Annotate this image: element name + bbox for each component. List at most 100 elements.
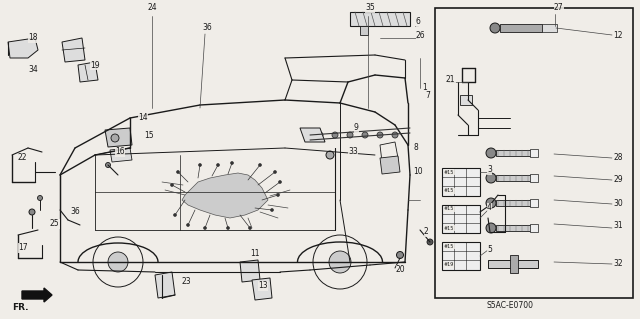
Text: 12: 12 [613,32,623,41]
Circle shape [177,170,179,174]
Bar [435,8,633,298]
Circle shape [216,164,220,167]
Text: 22: 22 [18,153,28,162]
Text: 6: 6 [416,18,421,26]
Text: 14: 14 [138,114,148,122]
Polygon shape [78,62,98,82]
Bar [500,24,542,32]
Circle shape [273,170,276,174]
Text: 31: 31 [613,221,623,231]
Circle shape [227,226,230,229]
Circle shape [111,134,119,142]
Text: 36: 36 [70,207,80,217]
Text: 23: 23 [182,278,191,286]
Polygon shape [252,278,272,300]
Text: 26: 26 [416,32,426,41]
Text: 25: 25 [50,219,60,228]
FancyArrow shape [22,288,52,302]
Circle shape [427,239,433,245]
Text: #15: #15 [444,189,454,194]
Circle shape [230,161,234,165]
Circle shape [38,196,42,201]
Bar [496,225,531,231]
Circle shape [486,173,496,183]
Polygon shape [240,260,260,282]
Polygon shape [155,272,175,298]
Text: FR.: FR. [12,303,28,313]
Circle shape [204,226,207,229]
Text: 7: 7 [425,91,430,100]
Bar [530,199,538,207]
Text: 15: 15 [144,130,154,139]
Bar [496,150,531,156]
Circle shape [486,198,496,208]
Text: 29: 29 [613,175,623,184]
Polygon shape [62,38,85,62]
Text: 30: 30 [613,198,623,207]
Text: 34: 34 [28,65,38,75]
Bar [460,95,472,105]
Bar [350,12,410,26]
Circle shape [259,164,262,167]
Text: 35: 35 [365,4,375,12]
Text: 20: 20 [396,265,406,275]
Circle shape [347,132,353,138]
Text: 19: 19 [90,61,100,70]
Bar [530,224,538,232]
Circle shape [377,132,383,138]
Text: 18: 18 [28,33,38,42]
Text: 8: 8 [413,144,418,152]
Polygon shape [110,148,132,162]
Text: 24: 24 [148,4,157,12]
Circle shape [326,151,334,159]
Polygon shape [8,38,38,58]
Text: 2: 2 [424,227,429,236]
Polygon shape [300,128,325,142]
Text: 13: 13 [258,281,268,291]
Text: 9: 9 [354,123,359,132]
Circle shape [392,132,398,138]
Circle shape [248,226,252,229]
Circle shape [329,251,351,273]
Circle shape [397,251,403,258]
Circle shape [186,224,189,226]
Circle shape [271,209,273,211]
Circle shape [29,209,35,215]
Bar [442,242,480,270]
Text: #15: #15 [444,206,454,211]
Circle shape [106,162,111,167]
Bar [442,205,480,233]
Bar [496,200,531,206]
Bar [510,255,518,273]
Bar [488,260,538,268]
Circle shape [198,164,202,167]
Bar [542,24,557,32]
Text: 16: 16 [115,147,125,157]
Text: #15: #15 [444,169,454,174]
Bar [496,175,531,181]
Circle shape [332,132,338,138]
Text: 21: 21 [446,76,456,85]
Text: 28: 28 [613,153,623,162]
Circle shape [108,252,128,272]
Text: 17: 17 [18,243,28,253]
Text: 1: 1 [422,84,427,93]
Text: 36: 36 [202,24,212,33]
Circle shape [486,223,496,233]
Text: 32: 32 [613,259,623,269]
Circle shape [317,132,323,138]
Polygon shape [182,173,268,218]
Text: 33: 33 [348,147,358,157]
Circle shape [278,181,282,183]
Polygon shape [380,156,400,174]
Text: 4: 4 [487,204,492,212]
Circle shape [490,23,500,33]
Text: 10: 10 [413,167,422,176]
Circle shape [486,148,496,158]
Polygon shape [360,26,368,35]
Text: S5AC-E0700: S5AC-E0700 [486,301,534,310]
Text: 3: 3 [487,166,492,174]
Circle shape [276,194,280,197]
Polygon shape [380,142,398,162]
Bar [530,174,538,182]
